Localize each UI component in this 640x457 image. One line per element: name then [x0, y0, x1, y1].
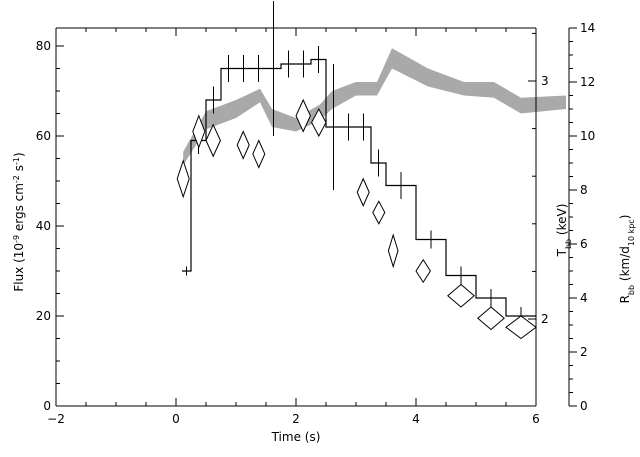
y-radius-end: ) [618, 215, 632, 220]
y-radius-sub: bb [627, 285, 636, 295]
temperature-point-3 [236, 130, 250, 160]
x-tick-label-2: 2 [292, 412, 300, 426]
temperature-point-1 [192, 114, 206, 149]
temperature-point-11 [447, 283, 475, 308]
y-temp-end: (keV) [555, 204, 569, 239]
y-axis-left-title: Flux (10-9 ergs cm-2 s-1) [12, 152, 27, 291]
x-tick-label-4: 6 [532, 412, 540, 426]
y-left-tick-label-1: 20 [36, 309, 51, 323]
temperature-point-13 [505, 315, 537, 340]
temperature-point-7 [356, 177, 370, 207]
x-axis-title: Time (s) [271, 430, 321, 444]
temperature-point-6 [311, 107, 327, 138]
y-left-mid: ergs cm [12, 183, 26, 235]
temperature-point-8 [372, 200, 386, 225]
y-left-exp2: -2 [12, 175, 21, 183]
x-tick-label-1: 0 [172, 412, 180, 426]
y-axis-radius-title: Rbb (km/d10 kpc) [618, 215, 636, 304]
flux-step-curve [182, 58, 536, 317]
y-radius-tick-label-1: 2 [580, 345, 588, 359]
temperature-point-9 [387, 233, 399, 269]
y-temp-base: T [555, 248, 569, 257]
y-left-tick-label-2: 40 [36, 219, 51, 233]
y-temp-tick-label-1: 3 [541, 74, 549, 88]
temperature-point-12 [477, 306, 505, 331]
y-radius-tick-label-5: 10 [580, 129, 595, 143]
y-temp-sub: bb [564, 239, 573, 249]
y-left-tick-label-4: 80 [36, 39, 51, 53]
y-left-exp1: -9 [12, 235, 21, 243]
temperature-point-0 [176, 159, 190, 199]
temperature-point-5 [295, 98, 311, 133]
y-left-exp3: -1 [12, 157, 21, 165]
y-radius-tick-label-6: 12 [580, 75, 595, 89]
y-left-tick-label-0: 0 [43, 399, 51, 413]
temperature-point-2 [205, 123, 221, 158]
y-radius-sub2: 10 kpc [627, 219, 636, 246]
y-left-end: ) [12, 152, 26, 157]
y-temp-tick-label-0: 2 [541, 312, 549, 326]
y-radius-tick-label-4: 8 [580, 183, 588, 197]
x-tick-label-3: 4 [412, 412, 420, 426]
x-tick-label-0: −2 [47, 412, 65, 426]
y-left-base: Flux (10 [12, 243, 26, 292]
plot-layer [176, 1, 566, 340]
y-axis-temp-title: Tbb (keV) [555, 204, 573, 258]
y-radius-mid: (km/d [618, 246, 632, 285]
y-radius-tick-label-0: 0 [580, 399, 588, 413]
y-radius-tick-label-3: 6 [580, 237, 588, 251]
y-left-mid2: s [12, 165, 26, 175]
y-radius-tick-label-2: 4 [580, 291, 588, 305]
y-left-tick-label-3: 60 [36, 129, 51, 143]
y-radius-tick-label-7: 14 [580, 21, 595, 35]
temperature-point-10 [415, 258, 431, 284]
temperature-point-4 [252, 139, 266, 169]
y-radius-base: R [618, 295, 632, 303]
